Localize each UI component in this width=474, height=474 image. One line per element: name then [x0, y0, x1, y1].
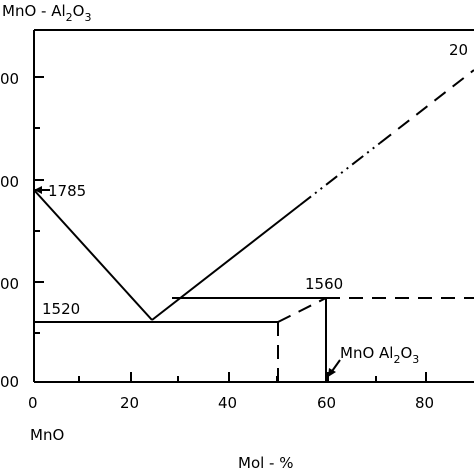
liquidus-left [33, 189, 153, 321]
y-tick-label: 00 [0, 275, 19, 293]
x-tick-label: 60 [317, 394, 336, 412]
y-tick-label: 00 [0, 173, 19, 191]
label-1560: 1560 [305, 275, 343, 293]
compound-label: MnO Al2O3 [340, 344, 419, 366]
diagram-title: MnO - Al2O3 [2, 2, 91, 24]
x-tick-label: 80 [415, 394, 434, 412]
label-1785: 1785 [48, 182, 86, 200]
liquidus-right-solid [151, 204, 301, 321]
liquidus-right-dashed [379, 69, 474, 144]
compound-arrow-head-icon [328, 368, 336, 377]
label-1520: 1520 [42, 300, 80, 318]
x-tick-label: 20 [120, 394, 139, 412]
liquidus-right-dashdot [299, 142, 381, 206]
left-component-label: MnO [30, 426, 64, 444]
y-tick-label: 00 [0, 70, 19, 88]
arrow-head-icon [34, 186, 42, 194]
x-tick-label: 40 [218, 394, 237, 412]
y-tick-label: 00 [0, 373, 19, 391]
x-axis-label: Mol - % [238, 454, 294, 472]
x-tick-label: 0 [28, 394, 38, 412]
boundary-dashed-top [277, 297, 327, 323]
label-20: 20 [449, 41, 468, 59]
